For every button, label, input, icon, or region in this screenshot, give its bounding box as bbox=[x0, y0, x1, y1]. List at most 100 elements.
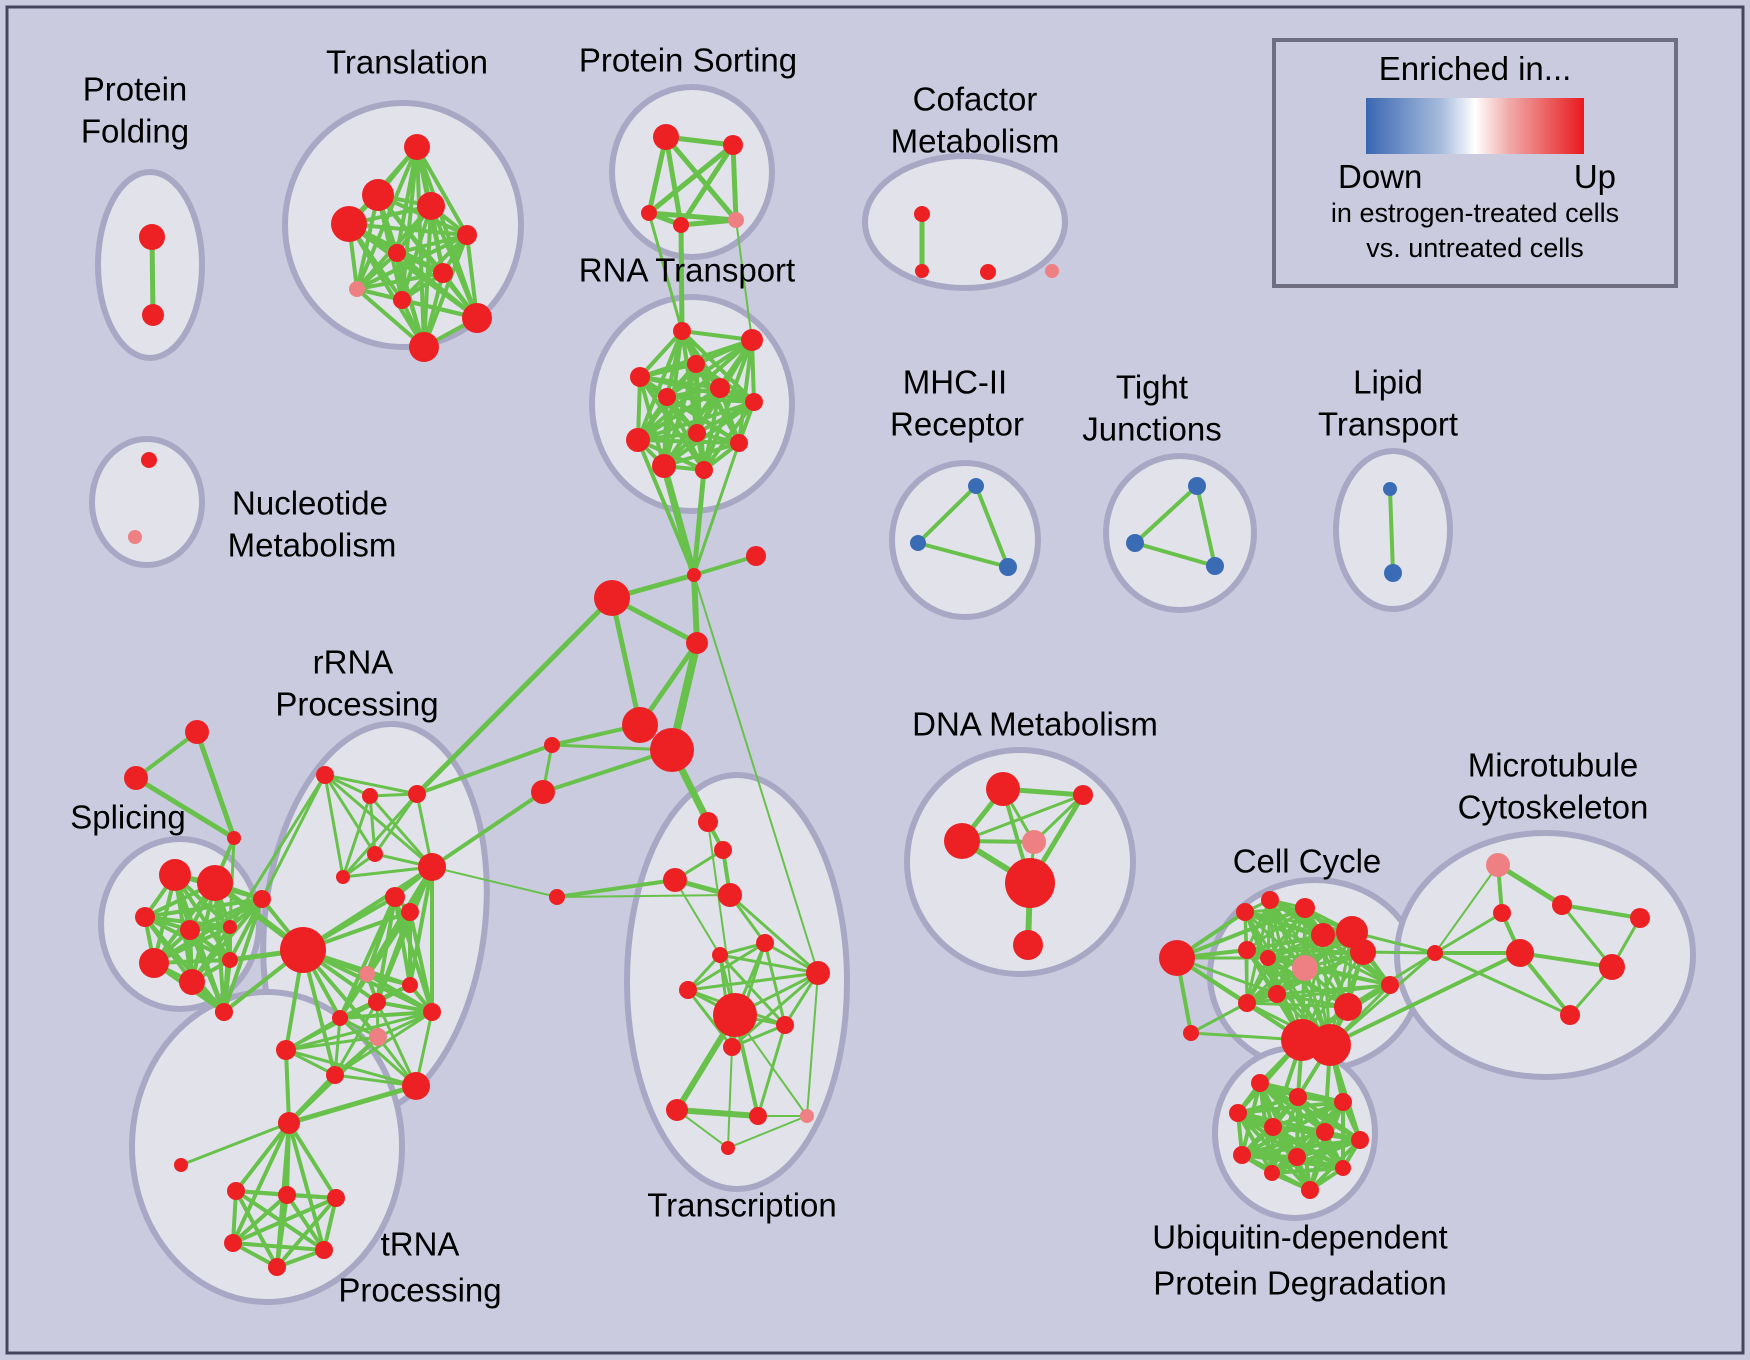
graph-edge bbox=[1518, 951, 1614, 969]
graph-edge bbox=[285, 1193, 326, 1252]
graph-node-rt3 bbox=[687, 355, 705, 373]
graph-edge bbox=[395, 233, 469, 255]
graph-edge bbox=[1245, 906, 1307, 952]
graph-node-h1 bbox=[622, 707, 658, 743]
graph-node-ub3 bbox=[1334, 1093, 1352, 1111]
graph-node-tc4 bbox=[718, 883, 742, 907]
legend-title: Enriched in... bbox=[1378, 50, 1572, 87]
graph-node-ps3 bbox=[641, 205, 657, 221]
graph-node-rt11 bbox=[695, 461, 713, 479]
graph-edge bbox=[375, 1000, 434, 1014]
graph-edge bbox=[609, 595, 643, 728]
graph-node-l1 bbox=[594, 580, 630, 616]
graph-node-r1 bbox=[746, 546, 766, 566]
graph-node-ub1 bbox=[1251, 1074, 1269, 1092]
cluster-ellipse-nucleotide-metabolism bbox=[89, 436, 205, 568]
graph-edge bbox=[323, 773, 377, 856]
graph-node-ps1 bbox=[653, 124, 679, 150]
graph-node-ccA bbox=[1159, 940, 1195, 976]
graph-edge bbox=[415, 145, 469, 237]
graph-node-tj3 bbox=[1206, 557, 1224, 575]
graph-node-tn6 bbox=[268, 1258, 286, 1276]
graph-node-rt4 bbox=[630, 367, 650, 387]
cluster-label-transcription: Transcription bbox=[647, 1187, 837, 1224]
graph-node-mt3 bbox=[1493, 904, 1511, 922]
graph-node-cc14 bbox=[1334, 993, 1362, 1021]
graph-edge bbox=[275, 1196, 338, 1269]
graph-node-cc11 bbox=[1268, 985, 1286, 1003]
graph-node-tr4 bbox=[417, 192, 445, 220]
graph-edge bbox=[408, 865, 434, 987]
graph-edge bbox=[691, 572, 700, 646]
graph-node-tx10 bbox=[800, 1109, 814, 1123]
graph-node-dn2 bbox=[1073, 785, 1093, 805]
graph-edge bbox=[638, 375, 756, 404]
graph-edge bbox=[660, 462, 698, 579]
cluster-label-tight-junctions-line1: Tight bbox=[1116, 369, 1188, 406]
graph-node-ps5 bbox=[728, 212, 744, 228]
graph-node-sp1 bbox=[159, 859, 191, 891]
graph-node-cf3 bbox=[980, 264, 996, 280]
graph-edge bbox=[702, 386, 722, 472]
graph-edge bbox=[663, 134, 739, 223]
graph-node-cc6 bbox=[1238, 941, 1256, 959]
graph-edge bbox=[1433, 911, 1504, 955]
graph-node-cc10 bbox=[1238, 994, 1256, 1012]
graph-node-dn5 bbox=[1005, 858, 1055, 908]
graph-edge bbox=[1275, 950, 1365, 996]
cluster-label-translation: Translation bbox=[326, 44, 488, 81]
graph-edge bbox=[737, 338, 754, 445]
graph-node-ub11 bbox=[1335, 1160, 1351, 1176]
graph-node-rr2 bbox=[362, 788, 378, 804]
graph-node-rr3 bbox=[408, 785, 426, 803]
graph-node-mtJ bbox=[1427, 945, 1443, 961]
cluster-ellipse-tight-junctions bbox=[1103, 453, 1257, 613]
graph-edge bbox=[179, 1121, 291, 1167]
graph-edge bbox=[555, 878, 677, 899]
graph-node-rt5 bbox=[658, 388, 676, 406]
graph-node-pf2 bbox=[142, 304, 164, 326]
graph-node-rr9 bbox=[359, 966, 375, 982]
graph-node-cf1 bbox=[914, 206, 930, 222]
graph-edge bbox=[341, 865, 434, 879]
graph-node-dn6 bbox=[1013, 930, 1043, 960]
graph-edge bbox=[702, 400, 756, 472]
graph-edge bbox=[735, 219, 753, 341]
graph-node-sp7 bbox=[179, 969, 205, 995]
graph-edge bbox=[1433, 951, 1572, 1017]
cluster-label-cell-cycle: Cell Cycle bbox=[1233, 843, 1382, 880]
graph-edge bbox=[1240, 1130, 1327, 1157]
graph-node-rr16 bbox=[423, 1003, 441, 1021]
graph-node-lp2 bbox=[1384, 564, 1402, 582]
graph-edge bbox=[636, 329, 684, 442]
graph-node-mt2 bbox=[1552, 895, 1572, 915]
graph-edge bbox=[662, 441, 741, 468]
graph-edge bbox=[287, 1121, 338, 1200]
graph-node-rr6 bbox=[418, 853, 446, 881]
graph-edge bbox=[1245, 1001, 1350, 1009]
graph-node-cc7 bbox=[1260, 950, 1276, 966]
graph-node-tr7 bbox=[433, 263, 453, 283]
graph-node-tc3 bbox=[663, 868, 687, 892]
graph-node-tn2 bbox=[278, 1186, 296, 1204]
graph-node-rr17 bbox=[402, 977, 418, 993]
graph-node-j1 bbox=[687, 568, 701, 582]
figure-frame bbox=[5, 5, 1745, 1355]
graph-edge bbox=[1266, 950, 1365, 960]
graph-edge bbox=[1133, 484, 1199, 545]
graph-node-tr1 bbox=[404, 134, 430, 160]
graph-edge bbox=[692, 441, 741, 577]
graph-node-m1 bbox=[686, 632, 708, 654]
cluster-ellipse-mhc-ii-receptor bbox=[889, 460, 1041, 620]
cluster-label-nucleotide-metabolism-line2: Metabolism bbox=[228, 527, 397, 564]
graph-edge bbox=[338, 972, 369, 1020]
graph-node-tx6 bbox=[776, 1016, 794, 1034]
graph-node-tr9 bbox=[393, 291, 411, 309]
graph-edge bbox=[231, 1121, 291, 1245]
graph-node-rt9 bbox=[626, 428, 650, 452]
graph-node-sp2 bbox=[197, 865, 233, 901]
graph-edge bbox=[284, 1010, 434, 1052]
graph-edge bbox=[231, 1241, 326, 1252]
cluster-ellipse-protein-sorting bbox=[609, 84, 775, 260]
